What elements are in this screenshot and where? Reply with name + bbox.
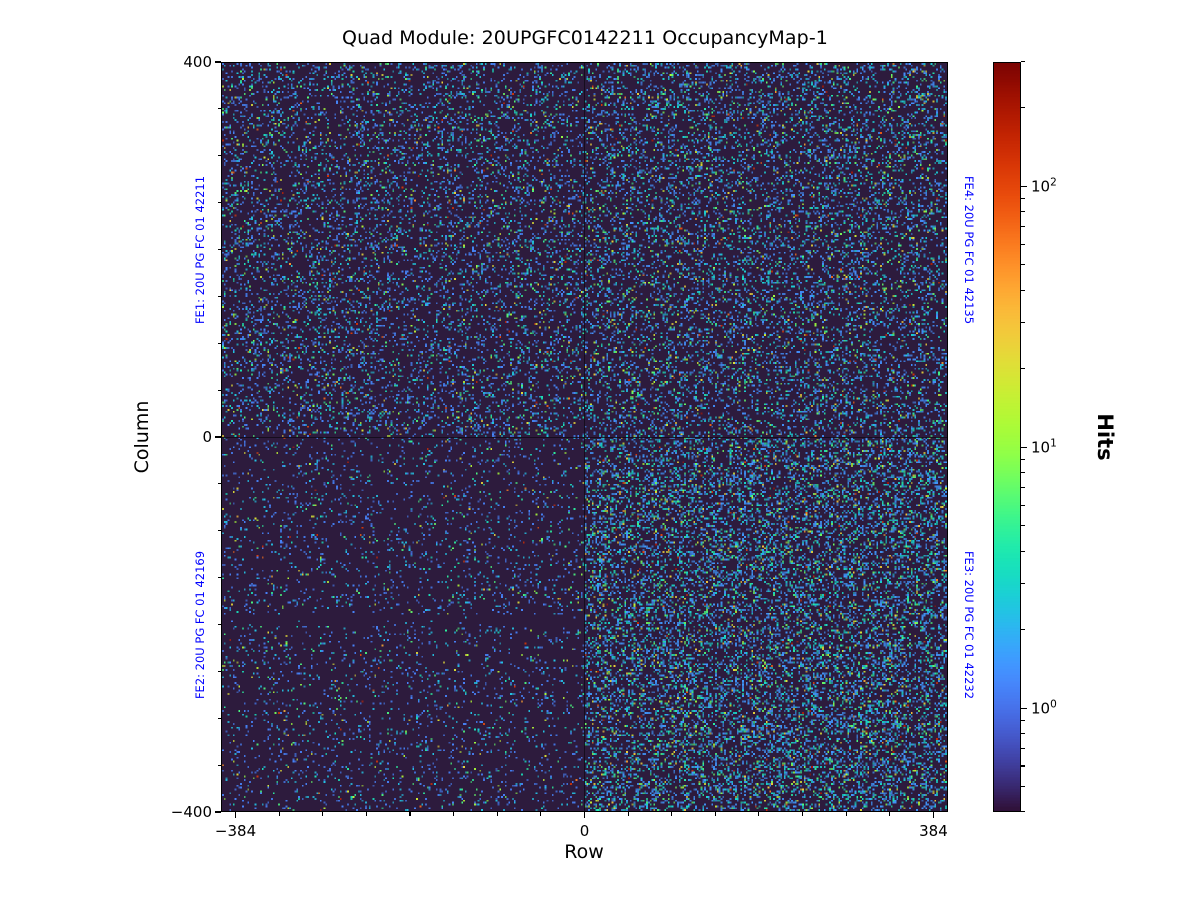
colorbar-major-tick bbox=[1021, 185, 1027, 188]
x-axis-major-tick bbox=[583, 812, 586, 818]
colorbar-minor-tick bbox=[1021, 211, 1025, 213]
colorbar-minor-tick bbox=[1021, 732, 1025, 734]
colorbar-minor-tick bbox=[1021, 243, 1025, 245]
x-axis-minor-tick bbox=[365, 812, 367, 816]
x-axis-minor-tick bbox=[889, 812, 891, 816]
fe-label-fe4: FE4: 20U PG FC 01 42135 bbox=[962, 175, 976, 325]
x-axis-minor-tick bbox=[409, 812, 411, 816]
colorbar-tick-label: 101 bbox=[1031, 438, 1057, 457]
x-axis-minor-tick bbox=[496, 812, 498, 816]
colorbar-minor-tick bbox=[1021, 487, 1025, 489]
colorbar-tick-mantissa: 10 bbox=[1031, 438, 1051, 457]
y-axis-major-tick bbox=[215, 436, 221, 438]
y-axis-minor-tick bbox=[217, 108, 221, 110]
colorbar-tick-exponent: 1 bbox=[1050, 437, 1057, 450]
colorbar-tick-label: 102 bbox=[1031, 177, 1057, 196]
x-axis-major-tick bbox=[932, 812, 935, 818]
fe-label-fe2: FE2: 20U PG FC 01 42169 bbox=[193, 550, 207, 700]
colorbar-minor-tick bbox=[1021, 583, 1025, 585]
colorbar-minor-tick bbox=[1021, 289, 1025, 291]
colorbar-tick-exponent: 2 bbox=[1050, 176, 1057, 189]
x-axis-minor-tick bbox=[627, 812, 629, 816]
fe-label-fe3: FE3: 20U PG FC 01 42232 bbox=[962, 550, 976, 700]
y-axis-minor-tick bbox=[217, 530, 221, 532]
y-axis-minor-tick bbox=[217, 717, 221, 719]
y-axis-tick-label: 400 bbox=[183, 53, 212, 71]
colorbar-minor-tick bbox=[1021, 525, 1025, 527]
colorbar-tick-label: 100 bbox=[1031, 699, 1057, 718]
y-axis-tick-label: −400 bbox=[170, 803, 212, 821]
x-axis-minor-tick bbox=[714, 812, 716, 816]
colorbar-minor-tick bbox=[1021, 226, 1025, 228]
y-axis-minor-tick bbox=[217, 342, 221, 344]
x-axis-major-tick bbox=[234, 812, 237, 818]
colorbar-label: Hits bbox=[1093, 413, 1117, 461]
colorbar-major-tick bbox=[1021, 446, 1027, 449]
x-axis-minor-tick bbox=[802, 812, 804, 816]
colorbar-minor-tick bbox=[1021, 748, 1025, 750]
colorbar-minor-tick bbox=[1021, 811, 1025, 813]
x-axis-tick-label: 384 bbox=[919, 822, 948, 840]
y-axis-major-tick bbox=[215, 61, 221, 63]
quadrant-divider-horizontal bbox=[222, 436, 947, 438]
y-axis-tick-label: 0 bbox=[202, 428, 212, 446]
colorbar-minor-tick bbox=[1021, 472, 1025, 474]
x-axis-label: Row bbox=[564, 841, 604, 863]
colorbar-minor-tick bbox=[1021, 550, 1025, 552]
colorbar-minor-tick bbox=[1021, 61, 1025, 63]
x-axis-tick-label: 0 bbox=[579, 822, 590, 840]
y-axis-minor-tick bbox=[217, 248, 221, 250]
x-axis-tick-label: −384 bbox=[214, 822, 257, 840]
colorbar-minor-tick bbox=[1021, 107, 1025, 109]
y-axis-label: Column bbox=[131, 400, 153, 474]
x-axis-minor-tick bbox=[758, 812, 760, 816]
colorbar-tick-exponent: 0 bbox=[1050, 698, 1057, 711]
y-axis-minor-tick bbox=[217, 295, 221, 297]
y-axis-minor-tick bbox=[217, 483, 221, 485]
y-axis-minor-tick bbox=[217, 670, 221, 672]
y-axis-minor-tick bbox=[217, 764, 221, 766]
colorbar-tick-mantissa: 10 bbox=[1031, 177, 1051, 196]
x-axis-minor-tick bbox=[453, 812, 455, 816]
y-axis-major-tick bbox=[215, 811, 221, 813]
colorbar-tick-mantissa: 10 bbox=[1031, 699, 1051, 718]
colorbar-minor-tick bbox=[1021, 786, 1025, 788]
colorbar-minor-tick bbox=[1021, 719, 1025, 721]
colorbar-minor-tick bbox=[1021, 368, 1025, 370]
colorbar-minor-tick bbox=[1021, 197, 1025, 199]
colorbar-major-tick bbox=[1021, 707, 1027, 709]
x-axis-minor-tick bbox=[540, 812, 542, 816]
colorbar-minor-tick bbox=[1021, 629, 1025, 631]
y-axis-minor-tick bbox=[217, 623, 221, 625]
x-axis-minor-tick bbox=[278, 812, 280, 816]
fe-label-fe1: FE1: 20U PG FC 01 42211 bbox=[193, 175, 207, 325]
colorbar-minor-tick bbox=[1021, 322, 1025, 324]
heatmap-axes bbox=[221, 62, 948, 812]
colorbar-minor-tick bbox=[1021, 264, 1025, 266]
y-axis-minor-tick bbox=[217, 389, 221, 391]
colorbar-minor-tick bbox=[1021, 458, 1025, 460]
y-axis-minor-tick bbox=[217, 155, 221, 157]
colorbar-minor-tick bbox=[1021, 765, 1025, 767]
x-axis-minor-tick bbox=[845, 812, 847, 816]
x-axis-minor-tick bbox=[671, 812, 673, 816]
colorbar-minor-tick bbox=[1021, 504, 1025, 506]
y-axis-minor-tick bbox=[217, 577, 221, 579]
x-axis-minor-tick bbox=[322, 812, 324, 816]
figure-title: Quad Module: 20UPGFC0142211 OccupancyMap… bbox=[342, 27, 828, 49]
colorbar bbox=[993, 62, 1021, 812]
y-axis-minor-tick bbox=[217, 202, 221, 204]
